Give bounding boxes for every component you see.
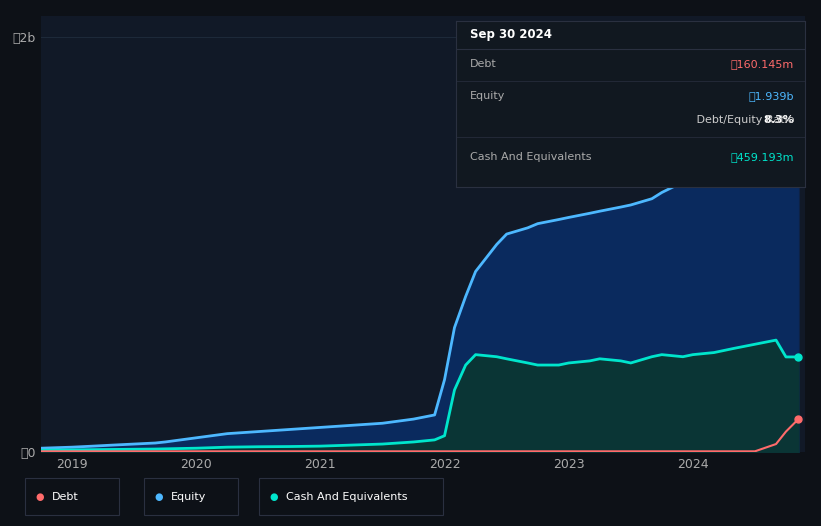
Text: ●: ● — [154, 491, 163, 502]
Text: Sep 30 2024: Sep 30 2024 — [470, 28, 552, 41]
Text: ●: ● — [269, 491, 277, 502]
Text: Equity: Equity — [171, 491, 206, 502]
Text: Debt: Debt — [470, 59, 497, 69]
Text: Debt: Debt — [52, 491, 79, 502]
Text: Debt/Equity Ratio: Debt/Equity Ratio — [672, 115, 794, 126]
Text: Cash And Equivalents: Cash And Equivalents — [470, 152, 591, 162]
Text: ●: ● — [35, 491, 44, 502]
Text: ৳1.939b: ৳1.939b — [749, 90, 794, 100]
Text: 8.3%: 8.3% — [764, 115, 794, 126]
Text: ৳160.145m: ৳160.145m — [731, 59, 794, 69]
Text: ৳459.193m: ৳459.193m — [731, 152, 794, 162]
Text: Equity: Equity — [470, 90, 505, 100]
Text: Cash And Equivalents: Cash And Equivalents — [286, 491, 407, 502]
